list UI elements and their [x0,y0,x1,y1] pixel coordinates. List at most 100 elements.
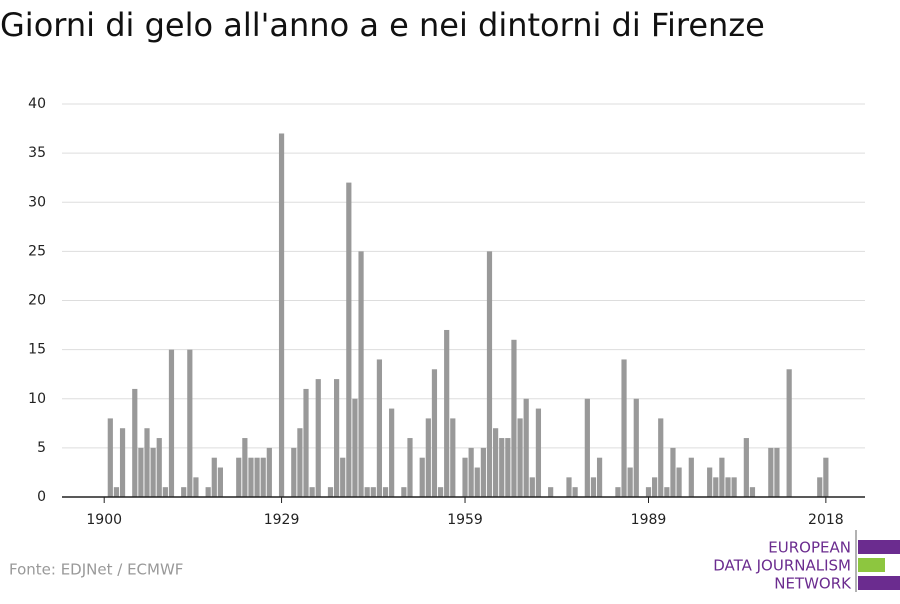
bar [621,359,627,497]
bar [297,428,303,497]
bar [211,457,217,497]
bar [529,477,535,497]
bar [150,447,156,497]
x-tick-label: 1900 [86,512,122,528]
x-tick-label: 1959 [447,512,483,528]
bar [364,487,370,497]
x-tick-label: 1929 [264,512,300,528]
bar [652,477,658,497]
bar [419,457,425,497]
bar [615,487,621,497]
bar [340,457,346,497]
bar [713,477,719,497]
bar [731,477,737,497]
bar [376,359,383,497]
y-tick-label: 15 [28,342,46,358]
bar [572,487,578,497]
bar [254,457,260,497]
bar [187,349,193,497]
bar [749,487,756,497]
bar [566,477,572,497]
y-tick-label: 20 [28,293,46,309]
bar [523,398,529,497]
y-tick-label: 5 [37,440,46,456]
bar [474,467,480,497]
bar [278,133,285,497]
y-tick-label: 10 [28,391,46,407]
bar [676,467,682,497]
bar [633,398,639,497]
bar [315,379,321,497]
bar [181,487,187,497]
bar [486,251,493,497]
bar [462,457,468,497]
chart-title: Giorni di gelo all'anno a e nei dintorni… [0,6,765,44]
bar [743,438,749,497]
bar [444,329,450,497]
bar [658,418,664,497]
bar [132,388,138,497]
bar [817,477,823,497]
bar [303,388,309,497]
bar [596,457,603,497]
y-tick-label: 40 [28,96,46,112]
logo-bar [858,576,900,590]
logo-text: DATA JOURNALISM [713,557,851,575]
bar [431,369,438,497]
bar [719,457,725,497]
bar [664,487,670,497]
bar [407,438,413,497]
bar [389,408,395,497]
bar [425,418,431,497]
bar [327,487,334,497]
bar [401,487,407,497]
bar [480,447,486,497]
bar [535,408,542,497]
bar [242,438,248,497]
bar [260,457,266,497]
bar [217,467,223,497]
bar [627,467,633,497]
bar [156,438,162,497]
bar [725,477,731,497]
bar [168,349,175,497]
bar [309,487,315,497]
bar [138,447,144,497]
bar [119,428,126,497]
y-tick-label: 30 [28,194,46,210]
logo-text: NETWORK [774,575,852,593]
bar [205,487,211,497]
bar [707,467,713,497]
x-tick-label: 2018 [808,512,844,528]
bar [548,487,554,497]
bar [505,438,511,497]
x-tick-label: 1989 [631,512,667,528]
bar [645,487,652,497]
bar [266,447,272,497]
bar [370,487,376,497]
bar [450,418,456,497]
bar [493,428,499,497]
logo-bar [858,558,885,572]
bar [511,339,517,497]
source: Fonte: EDJNet / ECMWF [9,561,183,579]
logo: EUROPEAN DATA JOURNALISM NETWORK [713,530,900,593]
y-tick-label: 35 [28,145,46,161]
y-tick-label: 25 [28,243,46,259]
bar [670,447,676,497]
bar [517,418,523,497]
bar [499,438,505,497]
bar [162,487,168,497]
bar [236,457,242,497]
bar [248,457,254,497]
logo-text: EUROPEAN [768,539,851,557]
bar [113,487,120,497]
bar [786,369,792,497]
bar [193,477,199,497]
bar [768,447,774,497]
bar [437,487,444,497]
bar [291,447,297,497]
bar [382,487,389,497]
logo-bar [858,540,900,554]
